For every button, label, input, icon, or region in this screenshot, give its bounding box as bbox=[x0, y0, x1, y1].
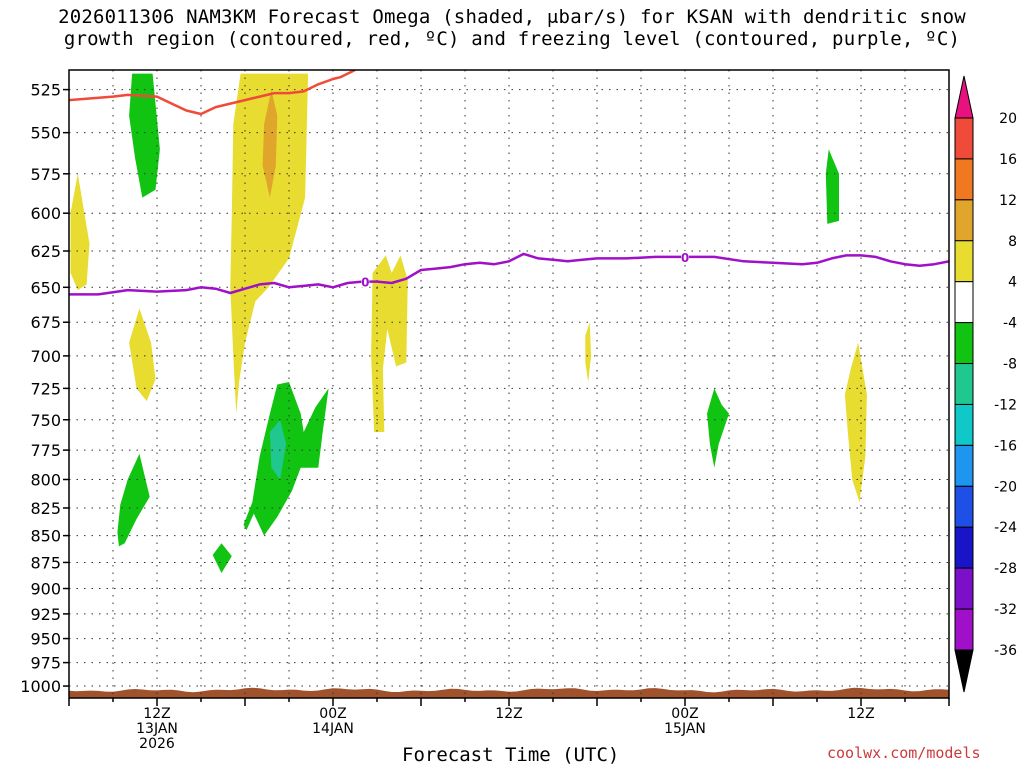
omega-region-2 bbox=[129, 308, 156, 402]
y-tick-label: 975 bbox=[30, 654, 61, 673]
contour-label-bg bbox=[681, 250, 689, 263]
x-axis-label: Forecast Time (UTC) bbox=[402, 744, 620, 766]
colorbar-label: 20 bbox=[999, 111, 1017, 127]
x-tick-label: 14JAN bbox=[312, 721, 354, 737]
colorbar-label: -28 bbox=[994, 561, 1017, 577]
y-tick-label: 925 bbox=[30, 605, 61, 624]
y-tick-label: 775 bbox=[30, 441, 61, 460]
colorbar-segment bbox=[954, 567, 974, 610]
colorbar-label: -12 bbox=[994, 397, 1017, 413]
omega-region-11 bbox=[707, 388, 729, 468]
dendritic-growth-contour bbox=[69, 70, 356, 116]
colorbar-label: -16 bbox=[994, 438, 1017, 454]
y-tick-label: 750 bbox=[30, 411, 61, 430]
x-tick-label: 2026 bbox=[139, 736, 175, 752]
x-tick-label: 00Z bbox=[319, 706, 346, 722]
x-tick-label: 12Z bbox=[847, 706, 874, 722]
omega-shading-layer bbox=[70, 73, 867, 573]
x-tick-label: 12Z bbox=[495, 706, 522, 722]
colorbar-label: 4 bbox=[1008, 275, 1017, 291]
omega-region-12 bbox=[825, 149, 839, 224]
colorbar-label: 8 bbox=[1008, 234, 1017, 250]
y-tick-label: 850 bbox=[30, 527, 61, 546]
axis-layer: 525 550 575 600 625 650 675 700 725 750 775 800 825 8… bbox=[20, 81, 950, 752]
colorbar-label: -36 bbox=[994, 643, 1017, 659]
y-tick-label: 600 bbox=[30, 204, 61, 223]
y-tick-label: 800 bbox=[30, 470, 61, 489]
colorbar-segment bbox=[954, 526, 974, 569]
y-tick-label: 550 bbox=[30, 124, 61, 143]
colorbar-label: 16 bbox=[999, 152, 1017, 168]
x-tick-label: 00Z bbox=[671, 706, 698, 722]
omega-region-10 bbox=[585, 322, 592, 382]
freezing-level-label-1: 0 bbox=[681, 251, 689, 265]
grid-layer bbox=[68, 70, 950, 698]
colorbar-segment bbox=[954, 240, 974, 283]
colorbar-label: -32 bbox=[994, 602, 1017, 618]
colorbar-bottom-triangle bbox=[954, 649, 974, 693]
x-tick-label: 12Z bbox=[143, 706, 170, 722]
omega-region-6 bbox=[262, 89, 278, 198]
credit-text: coolwx.com/models bbox=[827, 744, 981, 762]
y-tick-label: 875 bbox=[30, 553, 61, 572]
colorbar-segment bbox=[954, 199, 974, 242]
omega-region-9 bbox=[371, 255, 408, 432]
y-tick-label: 675 bbox=[30, 313, 61, 332]
omega-region-0 bbox=[70, 173, 90, 291]
omega-region-13 bbox=[844, 342, 867, 503]
colorbar-label: -20 bbox=[994, 479, 1017, 495]
colorbar-label: -8 bbox=[1003, 357, 1017, 373]
y-tick-label: 900 bbox=[30, 580, 61, 599]
title-line-2: growth region (contoured, red, ºC) and f… bbox=[63, 28, 961, 50]
x-tick-label: 15JAN bbox=[664, 721, 706, 737]
colorbar-segment bbox=[954, 322, 974, 365]
y-tick-label: 700 bbox=[30, 347, 61, 366]
y-tick-label: 575 bbox=[30, 165, 61, 184]
y-tick-label: 825 bbox=[30, 499, 61, 518]
colorbar-segment bbox=[954, 363, 974, 405]
freezing-level-label-0: 0 bbox=[361, 276, 369, 290]
colorbar-segment bbox=[954, 117, 974, 160]
y-tick-label: 525 bbox=[30, 81, 61, 100]
x-tick-label: 13JAN bbox=[136, 721, 178, 737]
y-tick-label: 950 bbox=[30, 630, 61, 649]
omega-region-5 bbox=[230, 73, 309, 414]
title-line-1: 2026011306 NAM3KM Forecast Omega (shaded… bbox=[58, 6, 966, 28]
y-tick-label: 650 bbox=[30, 278, 61, 297]
colorbar-label: 12 bbox=[999, 193, 1017, 209]
colorbar-label: -4 bbox=[1003, 316, 1017, 332]
colorbar-segment bbox=[954, 158, 974, 201]
colorbar-segment bbox=[954, 403, 974, 446]
chart-title: 2026011306 NAM3KM Forecast Omega (shaded… bbox=[0, 6, 1024, 50]
colorbar: 20 16 12 8 4 -4 -8 -12 -16 -20 -24 -28 -32 -36 bbox=[954, 75, 1017, 693]
contour-lines-layer: 00 bbox=[69, 70, 949, 296]
omega-region-3 bbox=[117, 453, 150, 547]
omega-region-1 bbox=[129, 73, 160, 198]
y-tick-label: 725 bbox=[30, 379, 61, 398]
colorbar-segment bbox=[954, 281, 974, 324]
freezing-level-contour bbox=[69, 252, 949, 296]
omega-region-8 bbox=[269, 419, 287, 480]
omega-region-4 bbox=[212, 543, 232, 573]
colorbar-segment bbox=[954, 485, 974, 528]
colorbar-label: -24 bbox=[994, 520, 1017, 536]
y-tick-label: 1000 bbox=[20, 677, 61, 696]
y-tick-label: 625 bbox=[30, 242, 61, 261]
colorbar-segment bbox=[954, 608, 974, 651]
colorbar-top-triangle bbox=[954, 75, 974, 119]
contour-label-bg bbox=[361, 275, 370, 288]
colorbar-segment bbox=[954, 444, 974, 487]
omega-region-7 bbox=[243, 382, 329, 536]
